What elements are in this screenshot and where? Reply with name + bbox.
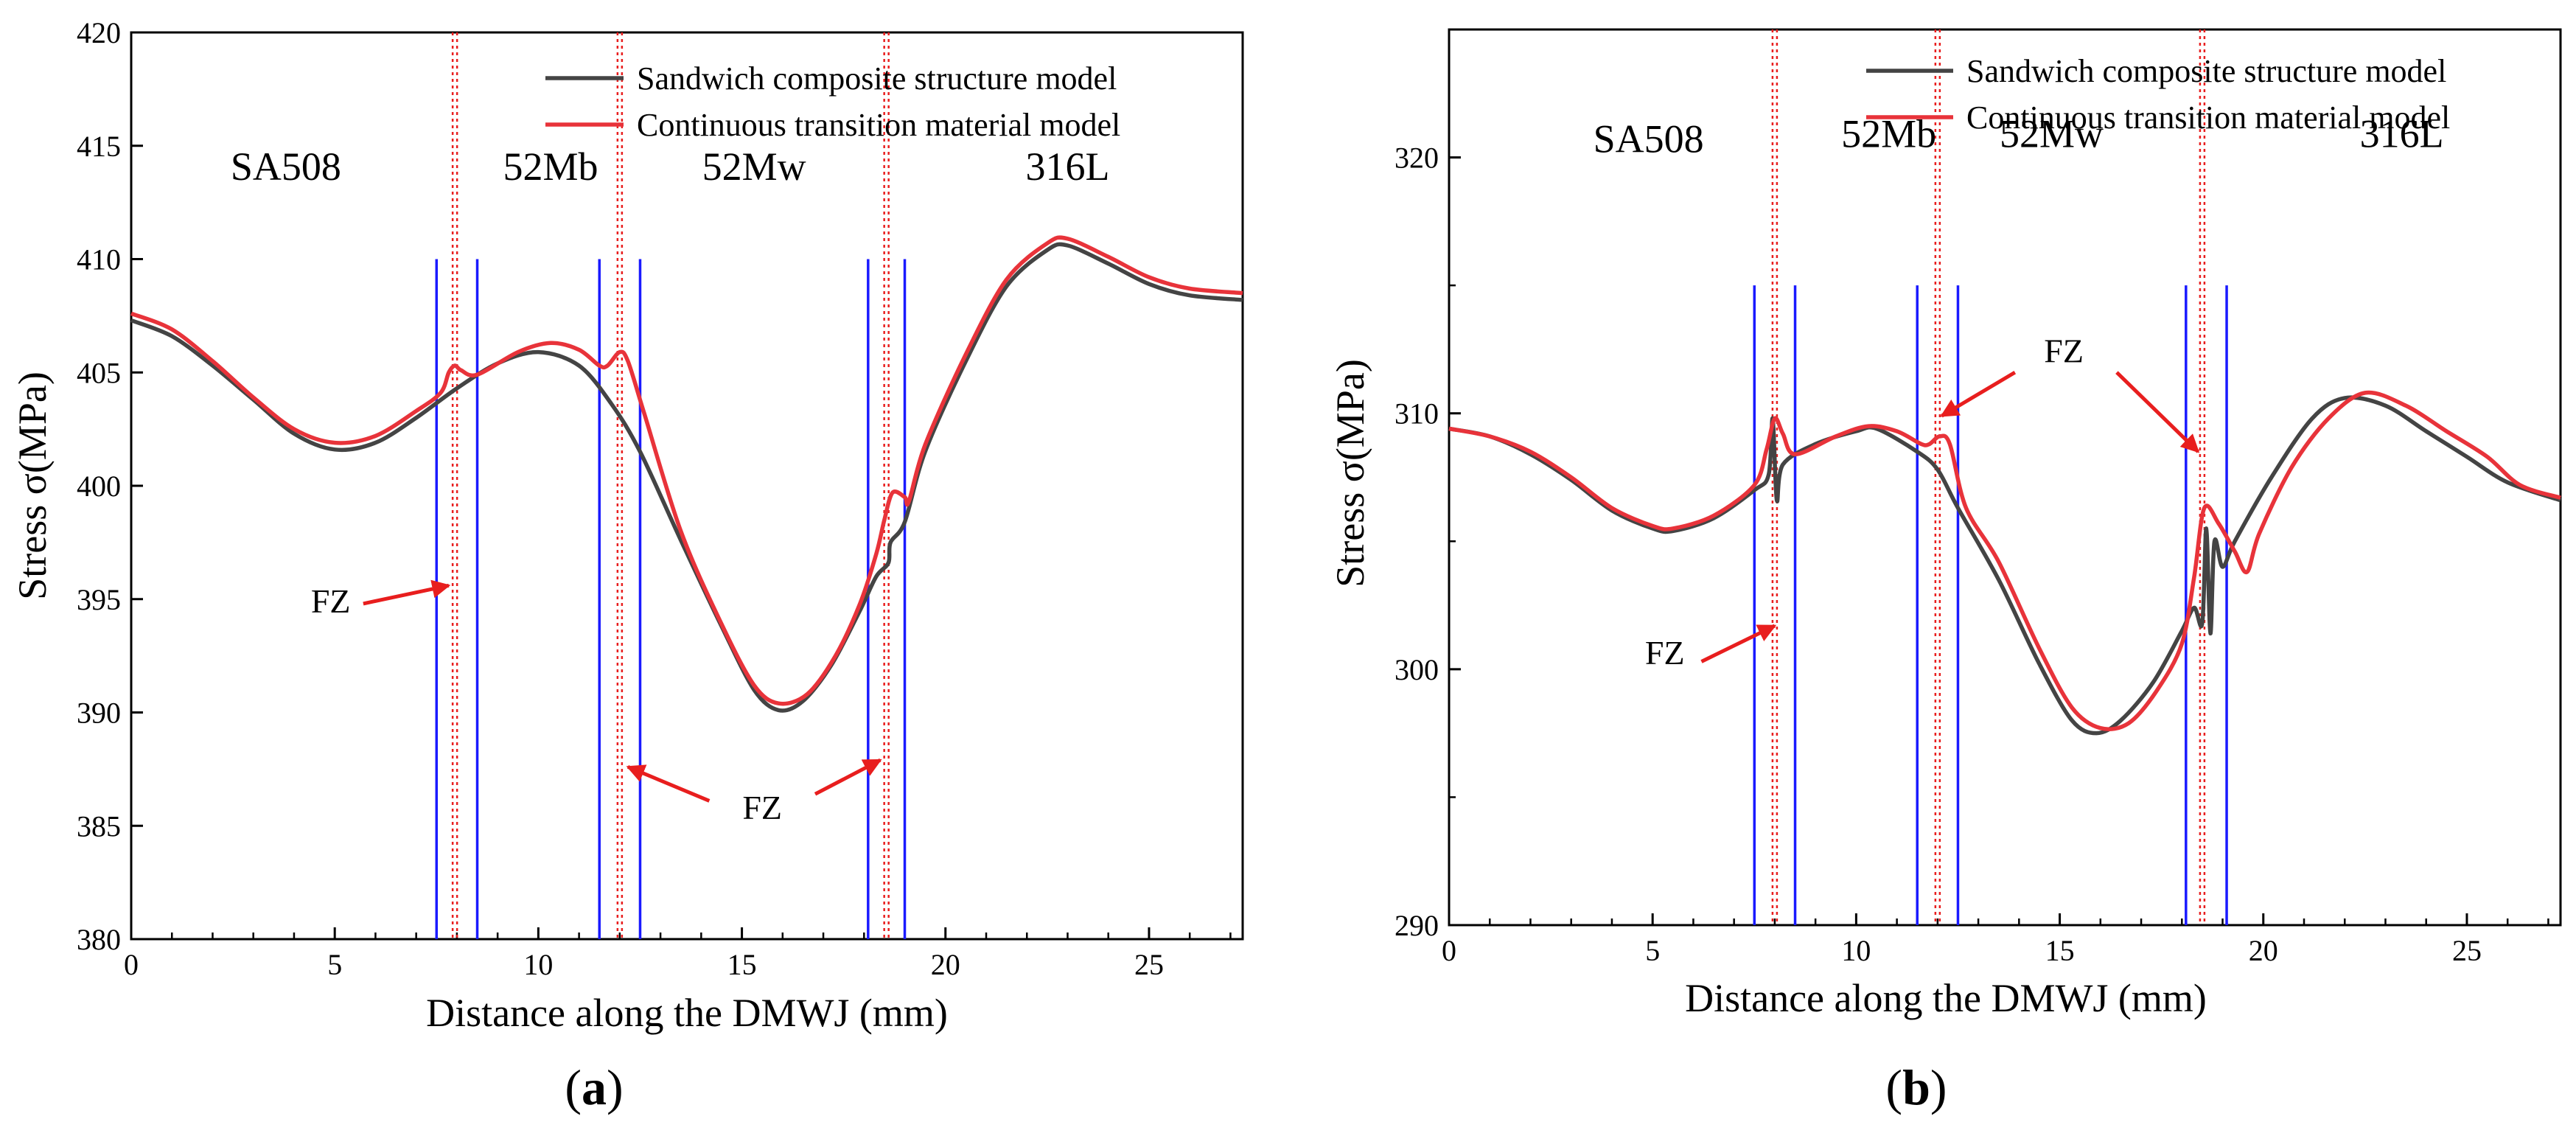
panel-a-y-tick-label: 410 — [77, 243, 121, 276]
panel-a-region-label: 52Mw — [702, 144, 806, 189]
panel-b-region-label: 52Mw — [2000, 112, 2104, 156]
panel-a-plot-area: SA508 52Mb 52Mw 316L FZ FZ — [130, 32, 1243, 939]
panel-a-fz-arrow — [626, 764, 711, 803]
panel-a-series-sandwich-line — [130, 242, 1243, 713]
panel-a-x-tick-label: 20 — [931, 948, 960, 981]
panel-a-y-tick-label: 420 — [77, 16, 121, 49]
panel-b-fz-label: FZ — [2044, 332, 2084, 369]
panel-b-x-tick-label: 20 — [2249, 934, 2278, 967]
panel-b-series-continuous-line — [1448, 390, 2561, 731]
panel-b-region-label: 316L — [2360, 112, 2444, 156]
panel-b-plot-frame — [1448, 28, 2562, 927]
panel-a-x-axis-label: Distance along the DMWJ (mm) — [426, 991, 948, 1035]
panel-a-region-label: SA508 — [231, 144, 341, 189]
panel-b-fz-arrow — [1940, 371, 2017, 418]
panel-a-legend-entry: Sandwich composite structure model — [637, 60, 1117, 97]
panel-b-fz-label: FZ — [1645, 634, 1685, 672]
panel-b-x-tick-label: 15 — [2045, 934, 2075, 967]
panel-a-x-tick-label: 25 — [1134, 948, 1164, 981]
panel-b-legend-entry: Sandwich composite structure model — [1966, 53, 2446, 89]
panel-b-y-tick-label: 320 — [1395, 142, 1439, 175]
panel-a-fz-label: FZ — [742, 789, 782, 826]
panel-b-y-axis-label: Stress σ(MPa) — [1328, 359, 1372, 588]
panel-a-y-tick-label: 395 — [77, 583, 121, 616]
panel-b-y-tick-label: 310 — [1395, 397, 1439, 430]
panel-b-y-tick-label: 300 — [1395, 653, 1439, 686]
panel-a-y-tick-label: 415 — [77, 130, 121, 163]
panel-a-y-tick-label: 405 — [77, 356, 121, 389]
panel-b-region-label: SA508 — [1594, 117, 1704, 161]
panel-b-x-tick-label: 5 — [1645, 934, 1660, 967]
panel-a-y-axis-label: Stress σ(MPa) — [10, 372, 55, 600]
panel-a-x-tick-label: 0 — [124, 948, 139, 981]
panel-b-axes: 0 5 10 15 20 25 290 300 310 320 — [1395, 28, 2549, 967]
panel-a-y-tick-label: 385 — [77, 809, 121, 843]
panel-a-legend-entry: Continuous transition material model — [637, 107, 1120, 143]
panel-a-fz-label: FZ — [311, 582, 351, 620]
panel-b-x-tick-label: 25 — [2452, 934, 2482, 967]
panel-b-caption: (b) — [1885, 1059, 1947, 1115]
panel-a-chart: 0 5 10 15 20 25 380 385 390 395 400 405 410 415 420 SA… — [10, 16, 1244, 1115]
panel-b-legend: Sandwich composite structure model Contin… — [1866, 53, 2450, 136]
panel-b-x-tick-label: 10 — [1841, 934, 1871, 967]
panel-a-region-label: 52Mb — [503, 144, 598, 189]
panel-b-series-sandwich-line — [1448, 395, 2561, 736]
panel-a-fz-arrow — [363, 579, 451, 606]
panel-a-x-tick-label: 15 — [727, 948, 757, 981]
panel-b-fz-arrow — [1700, 624, 1777, 663]
panel-a-y-tick-label: 400 — [77, 470, 121, 503]
panel-b-fz-arrow — [2115, 371, 2200, 453]
panel-b-x-axis-label: Distance along the DMWJ (mm) — [1685, 976, 2207, 1020]
panel-b-x-tick-label: 0 — [1442, 934, 1456, 967]
panel-a-x-tick-label: 10 — [523, 948, 553, 981]
panel-b-y-tick-label: 290 — [1395, 909, 1439, 942]
panel-a-series-continuous-line — [130, 235, 1243, 706]
panel-a-fz-arrow — [814, 758, 882, 796]
panel-a-axes: 0 5 10 15 20 25 380 385 390 395 400 405 410 415 420 — [77, 16, 1232, 981]
panel-a-x-tick-label: 5 — [327, 948, 342, 981]
panel-a-legend: Sandwich composite structure model Contin… — [545, 60, 1120, 143]
panel-a-caption: (a) — [565, 1059, 623, 1115]
panel-a-region-label: 316L — [1025, 144, 1109, 189]
panel-b-legend-entry: Continuous transition material model — [1966, 100, 2450, 136]
panel-a-y-tick-label: 390 — [77, 697, 121, 730]
panel-a-y-tick-label: 380 — [77, 923, 121, 956]
